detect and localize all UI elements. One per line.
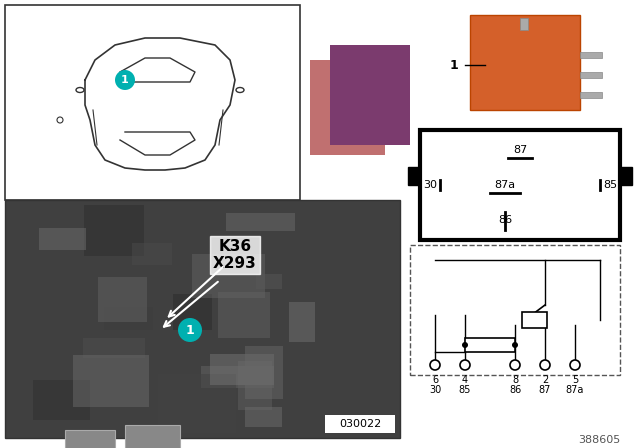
Bar	[139, 373, 194, 415]
Bar	[310, 60, 385, 155]
Bar	[620, 167, 632, 185]
Text: 30: 30	[429, 385, 441, 395]
Bar	[87, 383, 134, 419]
Text: 030022: 030022	[339, 419, 381, 429]
Circle shape	[115, 70, 135, 90]
Bar	[125, 304, 171, 362]
Bar	[325, 415, 395, 433]
Text: 86: 86	[509, 385, 521, 395]
Bar	[161, 229, 237, 245]
Bar	[330, 45, 410, 145]
Bar	[580, 52, 602, 58]
Bar	[65, 430, 115, 448]
Text: 86: 86	[498, 215, 512, 225]
Bar	[522, 312, 547, 328]
Bar	[184, 333, 216, 373]
Circle shape	[430, 360, 440, 370]
Bar	[275, 271, 340, 303]
Text: K36
X293: K36 X293	[213, 239, 257, 271]
Ellipse shape	[76, 87, 84, 92]
Bar	[5, 200, 400, 438]
Text: 87: 87	[539, 385, 551, 395]
Bar	[580, 92, 602, 98]
Text: 2: 2	[542, 375, 548, 385]
Bar	[520, 18, 528, 30]
Bar	[341, 269, 369, 302]
Text: 87a: 87a	[495, 180, 516, 190]
Text: 85: 85	[603, 180, 617, 190]
Circle shape	[462, 342, 468, 348]
Bar	[465, 338, 515, 352]
Circle shape	[570, 360, 580, 370]
Bar	[331, 249, 368, 272]
Bar	[246, 227, 293, 280]
Bar	[408, 167, 420, 185]
Bar	[410, 245, 620, 375]
Text: 30: 30	[423, 180, 437, 190]
Circle shape	[512, 342, 518, 348]
Bar	[420, 130, 620, 240]
Bar	[217, 208, 253, 256]
Bar	[580, 72, 602, 78]
Circle shape	[178, 318, 202, 342]
Bar	[5, 5, 300, 200]
Bar	[220, 238, 265, 285]
Bar	[470, 15, 580, 110]
Bar	[33, 233, 87, 265]
Text: 1: 1	[449, 59, 458, 72]
Circle shape	[460, 360, 470, 370]
Text: 1: 1	[186, 323, 195, 336]
Text: 85: 85	[459, 385, 471, 395]
Text: 87a: 87a	[566, 385, 584, 395]
Bar	[332, 365, 352, 414]
Ellipse shape	[236, 87, 244, 92]
Bar	[270, 378, 336, 430]
Circle shape	[510, 360, 520, 370]
Bar	[71, 352, 101, 394]
Bar	[258, 306, 294, 323]
Text: 1: 1	[121, 75, 129, 85]
Text: 4: 4	[462, 375, 468, 385]
Bar	[129, 316, 166, 344]
Bar	[123, 331, 174, 371]
Circle shape	[540, 360, 550, 370]
Text: 6: 6	[432, 375, 438, 385]
Text: 8: 8	[512, 375, 518, 385]
Text: 5: 5	[572, 375, 578, 385]
Bar	[160, 365, 184, 412]
Bar	[125, 425, 180, 448]
Circle shape	[57, 117, 63, 123]
Text: 87: 87	[513, 145, 527, 155]
Bar	[334, 312, 361, 330]
Text: 388605: 388605	[578, 435, 620, 445]
